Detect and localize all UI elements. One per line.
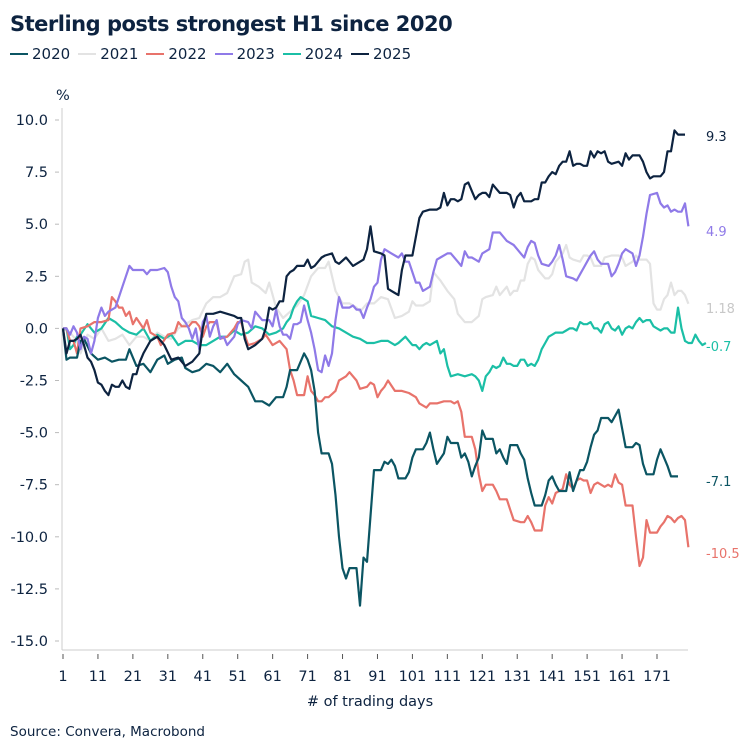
end-labels: -7.1 1.18 -10.5 4.9 -0.7 9.3 [706, 130, 740, 562]
x-axis-label: # of trading days [307, 694, 433, 710]
legend-swatch [282, 53, 301, 55]
x-tick-label: 91 [368, 669, 386, 685]
legend-swatch [146, 53, 165, 55]
legend-label: 2020 [32, 45, 71, 63]
y-tick-label: 5.0 [25, 217, 48, 233]
series-line-2022 [63, 296, 690, 568]
x-tick-label: 141 [538, 669, 566, 685]
x-tick-label: 101 [399, 669, 427, 685]
series-line-2025 [61, 129, 685, 397]
y-tick-label: 0.0 [25, 321, 48, 337]
end-label-2023: 4.9 [706, 225, 727, 240]
legend-swatch [78, 53, 97, 55]
legend-item-2021: 2021 [78, 45, 138, 63]
legend-item-2020: 2020 [10, 45, 70, 63]
legend-label: 2023 [236, 45, 275, 63]
y-tick-label: -12.5 [10, 582, 48, 598]
legend-item-2024: 2024 [282, 45, 343, 63]
x-tick-label: 1 [58, 669, 67, 685]
y-tick-label: -7.5 [20, 478, 48, 494]
x-tick-label: 161 [608, 669, 636, 685]
y-tick-label: 7.5 [25, 165, 48, 181]
end-label-2024: -0.7 [706, 340, 731, 355]
x-tick-label: 151 [573, 669, 601, 685]
end-label-2020: -7.1 [706, 475, 731, 490]
legend-swatch [10, 53, 28, 55]
x-tick-label: 11 [89, 669, 107, 685]
series-lines [61, 129, 707, 607]
y-axis-label: % [56, 88, 70, 104]
x-tick-label: 111 [434, 669, 462, 685]
legend-swatch [214, 53, 233, 55]
chart-title: Sterling posts strongest H1 since 2020 [10, 12, 453, 36]
legend: 2020 2021 2022 2023 2024 2025 [10, 45, 411, 63]
source-note: Source: Convera, Macrobond [10, 724, 205, 740]
end-label-2021: 1.18 [706, 302, 735, 317]
legend-label: 2021 [100, 45, 139, 63]
legend-label: 2025 [372, 45, 412, 63]
legend-item-2022: 2022 [146, 45, 207, 63]
x-tick-label: 81 [333, 669, 351, 685]
legend-item-2023: 2023 [214, 45, 275, 63]
end-label-2022: -10.5 [706, 547, 740, 562]
x-tick-label: 41 [194, 669, 212, 685]
x-tick-label: 131 [503, 669, 531, 685]
axes: 10.0 7.5 5.0 2.5 0.0 -2.5 -5.0 -7.5 -10.0 -12.5 -1… [10, 108, 688, 685]
y-tick-label: 2.5 [25, 269, 48, 285]
legend-swatch [350, 53, 369, 55]
x-tick-label: 121 [468, 669, 496, 685]
legend-item-2025: 2025 [350, 45, 412, 63]
legend-label: 2024 [304, 45, 343, 63]
x-tick-label: 31 [159, 669, 177, 685]
x-tick-label: 71 [298, 669, 316, 685]
series-line-2021 [62, 243, 690, 355]
x-tick-label: 21 [124, 669, 142, 685]
x-tick-label: 51 [228, 669, 246, 685]
y-tick-label: -5.0 [20, 426, 48, 442]
end-label-2025: 9.3 [706, 130, 727, 145]
series-line-2020 [61, 328, 678, 607]
y-tick-label: 10.0 [16, 113, 48, 129]
x-tick-label: 171 [643, 669, 671, 685]
y-tick-label: -10.0 [10, 530, 48, 546]
x-tick-label: 61 [263, 669, 281, 685]
y-tick-label: -15.0 [10, 634, 48, 650]
series-line-2024 [63, 296, 707, 392]
series-line-2023 [63, 191, 690, 374]
legend-label: 2022 [168, 45, 207, 63]
y-tick-label: -2.5 [20, 374, 48, 390]
